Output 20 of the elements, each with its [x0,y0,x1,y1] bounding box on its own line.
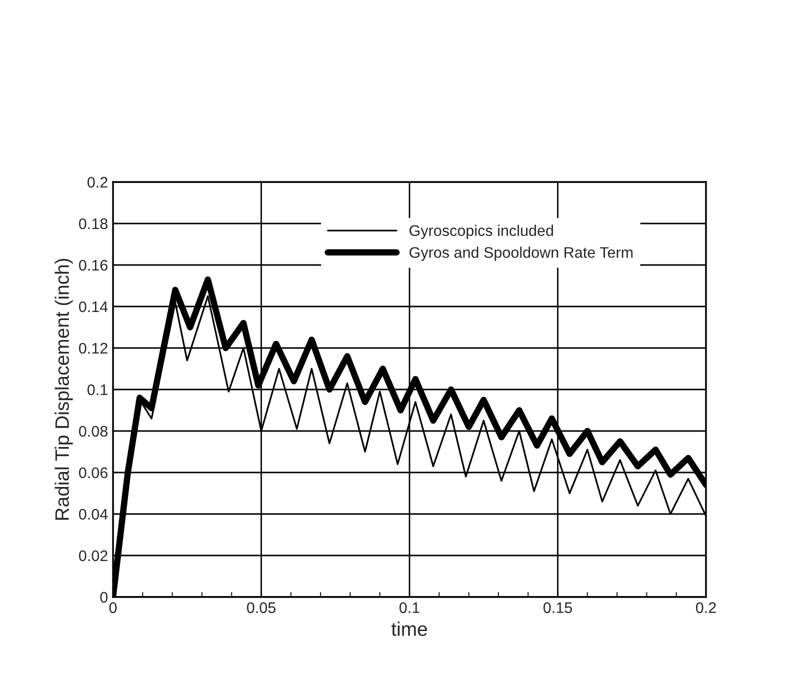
y-axis-title: Radial Tip Displacement (inch) [54,258,73,520]
y-tick-label: 0.16 [79,260,108,271]
y-tick-label: 0.04 [79,508,108,520]
x-tick-label: 0.1 [399,602,420,614]
x-tick-label: 0 [109,602,117,614]
x-tick-label: 0.15 [543,602,572,614]
y-tick-label: 0.2 [88,176,108,188]
x-axis-title: time [391,622,428,636]
y-tick-label: 0.14 [79,301,108,312]
y-tick-label: 0.06 [79,467,108,478]
y-tick-label: 0.12 [79,342,108,354]
y-tick-label: 0.1 [88,384,108,396]
x-tick-label: 0.2 [696,602,716,614]
x-tick-label: 0.05 [246,602,276,614]
legend-label: Gyroscopics included [410,224,553,240]
y-tick-label: 0 [100,592,108,603]
y-tick-label: 0.02 [79,550,108,562]
y-tick-label: 0.08 [79,426,108,437]
legend-label: Gyros and Spooldown Rate Term [410,246,633,261]
y-tick-label: 0.18 [79,218,108,230]
